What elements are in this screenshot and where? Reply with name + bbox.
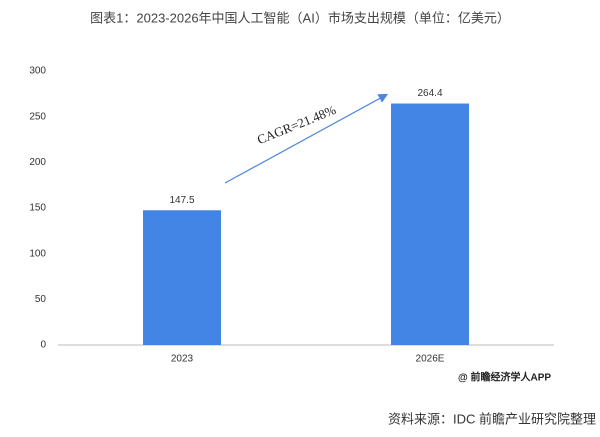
bar <box>143 210 221 345</box>
y-tick-label: 50 <box>35 294 47 305</box>
y-tick-label: 100 <box>29 248 46 259</box>
trend-arrow <box>224 93 389 184</box>
source-note: 资料来源：IDC 前瞻产业研究院整理 <box>388 411 596 426</box>
bar <box>391 103 469 345</box>
value-label: 264.4 <box>417 88 442 99</box>
cagr-annotation: CAGR=21.48% <box>255 102 338 147</box>
y-tick-label: 0 <box>40 340 46 351</box>
y-tick-label: 250 <box>29 111 46 122</box>
value-label: 147.5 <box>169 195 194 206</box>
x-tick-label: 2026E <box>416 354 445 365</box>
watermark: @ 前瞻经济学人APP <box>458 371 551 384</box>
y-tick-label: 150 <box>29 203 46 214</box>
x-tick-label: 2023 <box>171 354 194 365</box>
y-tick-label: 300 <box>29 66 46 77</box>
y-tick-label: 200 <box>29 157 46 168</box>
chart-title: 图表1：2023-2026年中国人工智能（AI）市场支出规模（单位：亿美元） <box>90 10 510 25</box>
